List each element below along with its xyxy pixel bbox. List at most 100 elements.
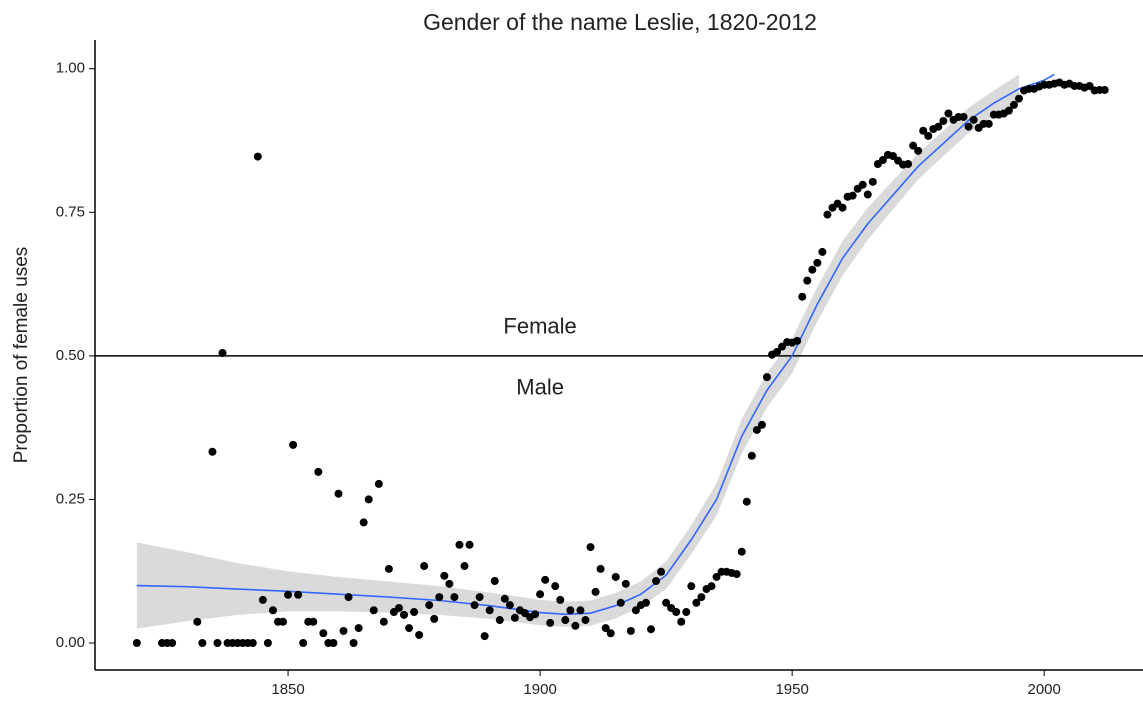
point — [319, 629, 328, 638]
point — [258, 595, 267, 604]
point — [334, 489, 343, 498]
point — [309, 617, 318, 626]
point — [732, 570, 741, 579]
point — [919, 126, 928, 135]
point — [652, 576, 661, 585]
point — [858, 180, 867, 189]
point — [838, 203, 847, 212]
point — [742, 497, 751, 506]
point — [480, 632, 489, 641]
point — [430, 614, 439, 623]
point — [647, 625, 656, 634]
point — [823, 210, 832, 219]
point — [626, 626, 635, 635]
point — [657, 567, 666, 576]
point — [909, 141, 918, 150]
point — [606, 629, 615, 638]
point — [425, 601, 434, 610]
x-tick-label: 1900 — [523, 681, 556, 698]
point — [586, 543, 595, 552]
point — [359, 518, 368, 527]
point — [561, 616, 570, 625]
point — [450, 593, 459, 602]
point — [253, 152, 262, 161]
point — [712, 572, 721, 581]
point — [490, 576, 499, 585]
point — [364, 495, 373, 504]
point — [934, 122, 943, 131]
point — [697, 593, 706, 602]
point — [556, 595, 565, 604]
point — [263, 639, 272, 648]
point — [591, 587, 600, 596]
point — [914, 146, 923, 155]
point — [571, 621, 580, 630]
point — [944, 109, 953, 118]
point — [531, 610, 540, 619]
point — [198, 639, 207, 648]
point — [848, 191, 857, 200]
point — [762, 373, 771, 382]
point — [455, 540, 464, 549]
point — [773, 347, 782, 356]
point — [415, 630, 424, 639]
point — [752, 425, 761, 434]
point — [616, 598, 625, 607]
y-tick-label: 1.00 — [56, 60, 85, 77]
point — [268, 606, 277, 615]
point — [339, 626, 348, 635]
annotation: Male — [516, 375, 564, 400]
point — [662, 598, 671, 607]
point — [737, 547, 746, 556]
y-tick-label: 0.50 — [56, 347, 85, 364]
point — [964, 122, 973, 131]
point — [314, 467, 323, 476]
point — [213, 639, 222, 648]
point — [551, 582, 560, 591]
point — [596, 564, 605, 573]
point — [193, 617, 202, 626]
point — [818, 247, 827, 256]
point — [465, 540, 474, 549]
point — [868, 177, 877, 186]
point — [495, 616, 504, 625]
point — [284, 590, 293, 599]
point — [505, 601, 514, 610]
point — [672, 607, 681, 616]
point — [747, 451, 756, 460]
smooth-line — [136, 73, 1055, 616]
point — [566, 606, 575, 615]
point — [581, 616, 590, 625]
chart-title: Gender of the name Leslie, 1820-2012 — [423, 9, 817, 35]
point — [248, 639, 257, 648]
point — [485, 606, 494, 615]
point — [445, 579, 454, 588]
point — [692, 598, 701, 607]
point — [611, 572, 620, 581]
x-tick-label: 1950 — [775, 681, 808, 698]
y-tick-label: 0.25 — [56, 490, 85, 507]
point — [1100, 85, 1109, 94]
point — [803, 276, 812, 285]
point — [1009, 100, 1018, 109]
y-tick-label: 0.00 — [56, 634, 85, 651]
x-tick-label: 2000 — [1028, 681, 1061, 698]
point — [394, 603, 403, 612]
point — [510, 613, 519, 622]
point — [687, 582, 696, 591]
y-axis-label: Proportion of female uses — [11, 247, 32, 464]
point — [707, 582, 716, 591]
point — [475, 593, 484, 602]
point — [878, 156, 887, 165]
point — [863, 190, 872, 199]
point — [601, 624, 610, 633]
point — [349, 639, 358, 648]
point — [384, 564, 393, 573]
point — [354, 624, 363, 633]
point — [405, 624, 414, 633]
point — [440, 571, 449, 580]
confidence-band — [136, 74, 1019, 629]
point — [984, 119, 993, 128]
point — [470, 601, 479, 610]
